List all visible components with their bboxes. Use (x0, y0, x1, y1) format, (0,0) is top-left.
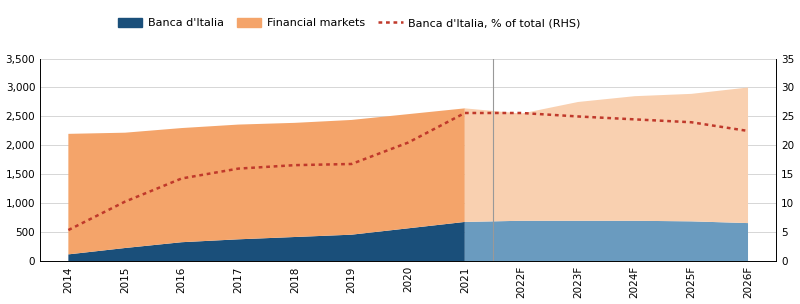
Legend: Banca d'Italia, Financial markets, Banca d'Italia, % of total (RHS): Banca d'Italia, Financial markets, Banca… (114, 13, 586, 33)
